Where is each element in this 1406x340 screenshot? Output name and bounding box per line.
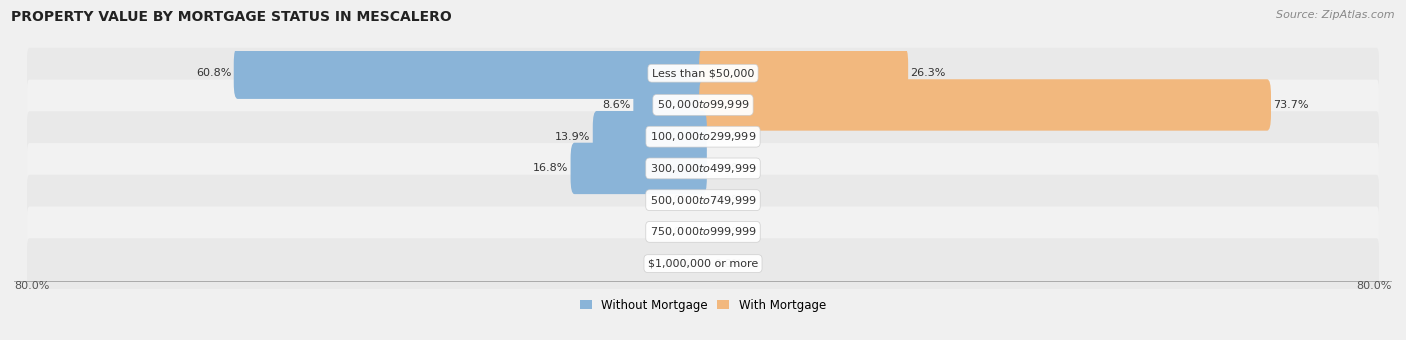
Text: 73.7%: 73.7% [1274, 100, 1309, 110]
Text: $50,000 to $99,999: $50,000 to $99,999 [657, 99, 749, 112]
Text: 0.0%: 0.0% [714, 132, 742, 142]
Text: 0.0%: 0.0% [664, 259, 692, 269]
Text: 0.0%: 0.0% [714, 195, 742, 205]
FancyBboxPatch shape [571, 143, 707, 194]
FancyBboxPatch shape [593, 111, 707, 163]
Text: 16.8%: 16.8% [533, 164, 568, 173]
Text: 80.0%: 80.0% [1357, 282, 1392, 291]
Legend: Without Mortgage, With Mortgage: Without Mortgage, With Mortgage [581, 299, 825, 312]
Text: 13.9%: 13.9% [555, 132, 591, 142]
Text: 60.8%: 60.8% [195, 68, 232, 78]
FancyBboxPatch shape [27, 80, 1379, 130]
Text: 0.0%: 0.0% [714, 164, 742, 173]
Text: 26.3%: 26.3% [911, 68, 946, 78]
FancyBboxPatch shape [27, 48, 1379, 99]
Text: PROPERTY VALUE BY MORTGAGE STATUS IN MESCALERO: PROPERTY VALUE BY MORTGAGE STATUS IN MES… [11, 10, 451, 24]
Text: $1,000,000 or more: $1,000,000 or more [648, 259, 758, 269]
Text: 0.0%: 0.0% [664, 227, 692, 237]
FancyBboxPatch shape [27, 206, 1379, 257]
FancyBboxPatch shape [633, 79, 707, 131]
FancyBboxPatch shape [699, 48, 908, 99]
Text: 0.0%: 0.0% [714, 227, 742, 237]
FancyBboxPatch shape [27, 143, 1379, 194]
FancyBboxPatch shape [27, 175, 1379, 225]
Text: 0.0%: 0.0% [664, 195, 692, 205]
Text: Less than $50,000: Less than $50,000 [652, 68, 754, 78]
Text: 0.0%: 0.0% [714, 259, 742, 269]
Text: 8.6%: 8.6% [603, 100, 631, 110]
Text: Source: ZipAtlas.com: Source: ZipAtlas.com [1277, 10, 1395, 20]
FancyBboxPatch shape [233, 48, 707, 99]
FancyBboxPatch shape [27, 238, 1379, 289]
Text: $500,000 to $749,999: $500,000 to $749,999 [650, 194, 756, 207]
Text: $750,000 to $999,999: $750,000 to $999,999 [650, 225, 756, 238]
Text: $100,000 to $299,999: $100,000 to $299,999 [650, 130, 756, 143]
Text: 80.0%: 80.0% [14, 282, 49, 291]
FancyBboxPatch shape [27, 111, 1379, 162]
Text: $300,000 to $499,999: $300,000 to $499,999 [650, 162, 756, 175]
FancyBboxPatch shape [699, 79, 1271, 131]
